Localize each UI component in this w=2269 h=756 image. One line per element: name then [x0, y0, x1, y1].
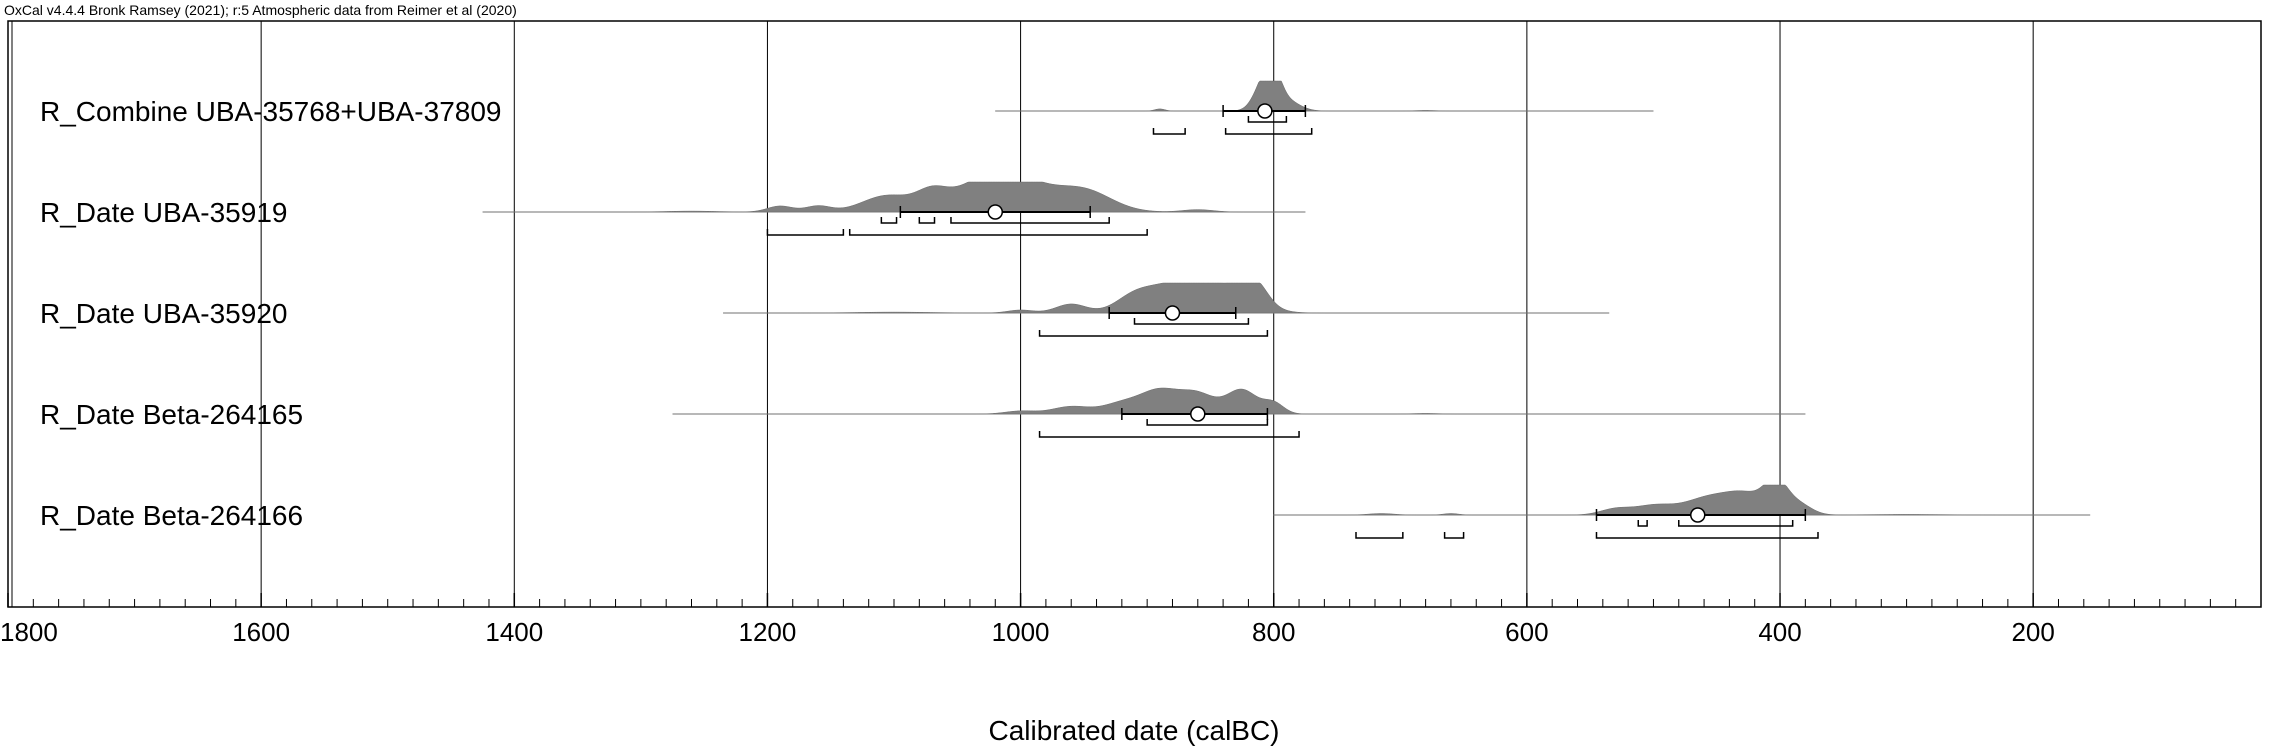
range-95-bracket: [1355, 532, 1404, 539]
series-layer: R_Combine UBA-35768+UBA-37809 R_Date UBA-…: [40, 80, 2091, 539]
range-95-bracket: [766, 229, 845, 236]
x-tick-label: 800: [1252, 617, 1295, 647]
range-68-bracket: [1247, 116, 1288, 123]
x-tick-label: 1800: [0, 617, 58, 647]
posterior-distribution: [1273, 484, 2091, 516]
series-1: R_Combine UBA-35768+UBA-37809: [40, 80, 1654, 135]
x-axis: 1800 1600 1400 1200 1000 800 600 400 200: [0, 593, 2262, 647]
range-95-bracket: [1595, 532, 1819, 539]
range-68-bracket: [880, 217, 898, 224]
range-95-bracket: [1443, 532, 1465, 539]
range-68-bracket: [950, 217, 1110, 224]
posterior-distribution: [723, 282, 1610, 314]
x-tick-label: 1600: [232, 617, 290, 647]
x-tick-label: 1200: [739, 617, 797, 647]
posterior-distribution: [672, 387, 1806, 415]
series-label: R_Date UBA-35920: [40, 298, 287, 329]
range-68-bracket: [1678, 520, 1794, 527]
mean-marker: [1690, 507, 1706, 523]
series-label: R_Date Beta-264165: [40, 399, 303, 430]
mean-marker: [1257, 103, 1273, 119]
range-68-bracket: [1146, 419, 1269, 426]
x-axis-title: Calibrated date (calBC): [988, 715, 1279, 746]
x-tick-label: 200: [2011, 617, 2054, 647]
posterior-distribution: [482, 181, 1306, 213]
mean-marker: [1190, 406, 1206, 422]
range-68-bracket: [1133, 318, 1250, 325]
series-label: R_Date UBA-35919: [40, 197, 287, 228]
series-2: R_Date UBA-35919: [40, 181, 1306, 236]
series-5: R_Date Beta-264166: [40, 484, 2091, 539]
mean-marker: [987, 204, 1004, 220]
series-4: R_Date Beta-264165: [40, 387, 1806, 438]
range-95-bracket: [1038, 330, 1269, 337]
x-tick-label: 1400: [485, 617, 543, 647]
series-3: R_Date UBA-35920: [40, 282, 1610, 337]
range-95-bracket: [1224, 128, 1313, 135]
frame-layer: [7, 20, 2262, 608]
range-95-bracket: [1152, 128, 1186, 135]
range-95-bracket: [848, 229, 1148, 236]
x-tick-label: 400: [1758, 617, 1801, 647]
x-tick-label: 600: [1505, 617, 1548, 647]
x-tick-label: 1000: [992, 617, 1050, 647]
posterior-distribution: [995, 80, 1654, 112]
plot-frame: [7, 20, 2262, 608]
mean-marker: [1164, 305, 1181, 321]
range-68-bracket: [918, 217, 936, 224]
oxcal-version-header: OxCal v4.4.4 Bronk Ramsey (2021); r:5 At…: [4, 2, 517, 18]
series-label: R_Combine UBA-35768+UBA-37809: [40, 96, 502, 127]
range-68-bracket: [1637, 520, 1648, 527]
series-label: R_Date Beta-264166: [40, 500, 303, 531]
range-95-bracket: [1038, 431, 1300, 438]
